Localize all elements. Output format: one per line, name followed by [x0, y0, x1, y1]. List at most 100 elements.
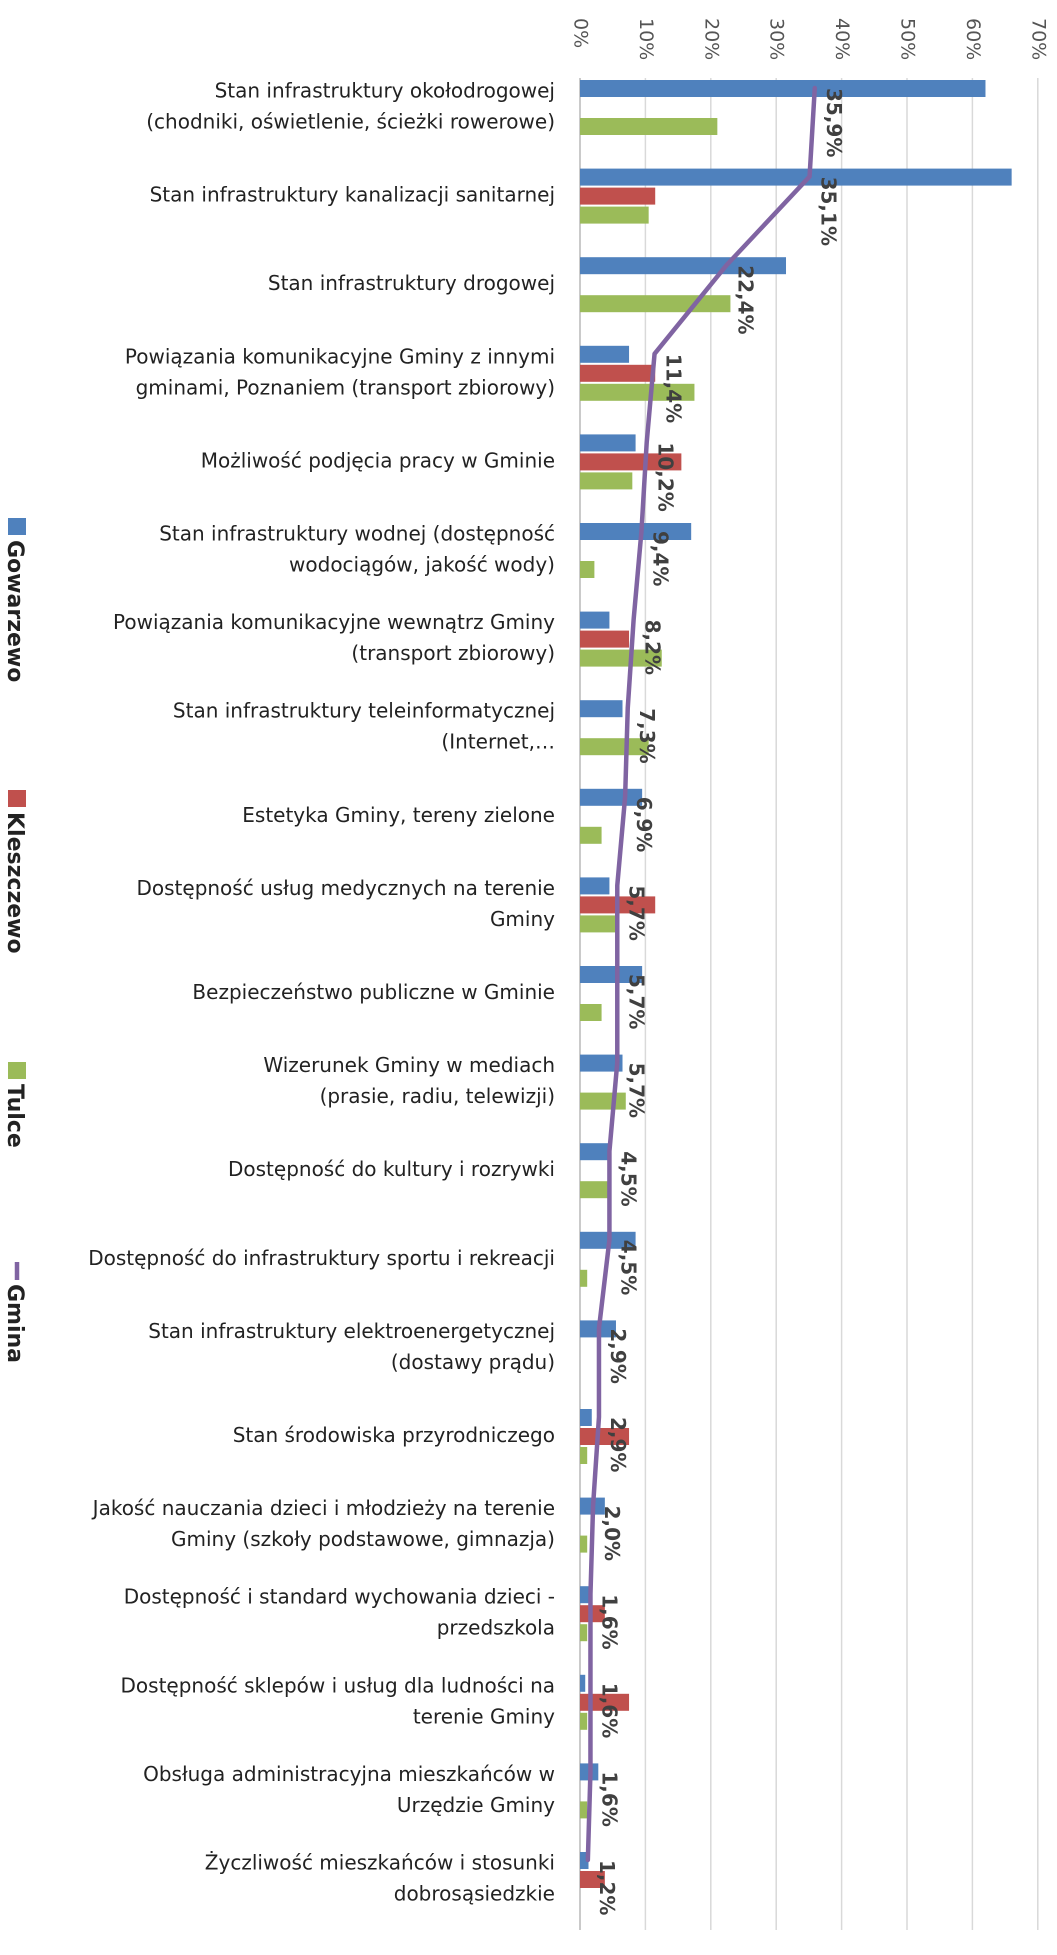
bar-tulce	[580, 118, 718, 135]
data-label-gmina: 22,4%	[733, 265, 757, 334]
category-label: Dostępność sklepów i usług dla ludności …	[121, 1673, 556, 1728]
bar-gowarzewo	[580, 523, 692, 540]
bar-gowarzewo	[580, 611, 610, 629]
bar-gowarzewo	[580, 345, 630, 363]
data-label-gmina: 4,5%	[616, 1240, 640, 1295]
data-label-gmina: 2,0%	[600, 1506, 624, 1561]
bar-gowarzewo	[580, 257, 787, 275]
category-label: Wizerunek Gminy w mediach (prasie, radiu,…	[263, 1053, 555, 1108]
category-label: Bezpieczeństwo publiczne w Gminie	[192, 980, 555, 1004]
data-label-gmina: 5,7%	[624, 974, 648, 1029]
category-label: Powiązania komunikacyjne wewnątrz Gminy(…	[113, 610, 555, 665]
x-tick-label: 0%	[570, 18, 592, 48]
legend-swatch-tulce	[8, 1062, 26, 1079]
data-label-gmina: 5,7%	[624, 885, 648, 940]
category-label: Stan infrastruktury okołodrogowej (chodni…	[146, 79, 555, 134]
category-label: Stan infrastruktury kanalizacji sanitarn…	[150, 183, 555, 207]
bar-gowarzewo	[580, 1054, 623, 1072]
data-label-gmina: 2,9%	[606, 1417, 630, 1472]
bar-gowarzewo	[580, 80, 986, 97]
data-label-gmina: 10,2%	[654, 442, 678, 511]
x-tick-label: 10%	[635, 18, 657, 60]
category-label: Jakość nauczania dzieci i młodzieży na t…	[91, 1496, 555, 1551]
bar-gowarzewo	[580, 700, 623, 718]
category-label: Dostępność i standard wychowania dzieci …	[124, 1585, 555, 1640]
data-label-gmina: 1,6%	[597, 1771, 621, 1826]
bar-tulce	[580, 472, 633, 490]
bar-kleszczewo	[580, 1871, 605, 1888]
category-label: Stan infrastruktury drogowej	[268, 271, 555, 295]
gmina-line	[585, 85, 818, 1863]
bar-tulce	[580, 1004, 602, 1021]
bar-kleszczewo	[580, 1428, 630, 1445]
category-label: Dostępność usług medycznych na terenie Gm…	[136, 876, 555, 931]
bar-gowarzewo	[580, 168, 1012, 186]
category-label: Stan środowiska przyrodniczego	[233, 1423, 555, 1447]
data-labels: 35,9% 35,1% 22,4% 11,4% 10,2% 9,4% 8,2% 7,3% 6,9…	[595, 88, 846, 1915]
legend-label-kleszczewo: Kleszczewo	[2, 812, 27, 954]
data-label-gmina: 1,6%	[597, 1594, 621, 1649]
data-label-gmina: 11,4%	[662, 354, 686, 423]
x-tick-label: 30%	[766, 18, 788, 60]
data-label-gmina: 2,9%	[606, 1328, 630, 1383]
bar-tulce	[580, 1447, 588, 1464]
data-label-gmina: 7,3%	[635, 708, 659, 763]
data-label-gmina: 9,4%	[648, 531, 672, 586]
legend-label-tulce: Tulce	[2, 1084, 27, 1148]
x-tick-label: 40%	[831, 18, 853, 60]
category-label: Dostępność do infrastruktury sportu i re…	[88, 1246, 555, 1270]
bar-kleszczewo	[580, 630, 630, 648]
category-label: Stan infrastruktury teleinformatycznej (I…	[173, 699, 555, 754]
data-label-gmina: 1,2%	[595, 1860, 619, 1915]
category-label: Stan infrastruktury elektroenergetycznej…	[148, 1319, 555, 1374]
bar-gowarzewo	[580, 1674, 586, 1692]
category-label: Powiązania komunikacyjne Gminy z innymi g…	[125, 344, 555, 399]
bar-gowarzewo	[580, 1852, 589, 1869]
legend-label-gmina: Gmina	[2, 1284, 27, 1363]
bar-tulce	[580, 383, 695, 401]
data-label-gmina: 1,6%	[597, 1683, 621, 1738]
legend-swatch-gowarzewo	[8, 518, 26, 535]
category-label: Estetyka Gminy, tereny zielone	[242, 803, 555, 827]
bar-tulce	[580, 206, 649, 224]
category-label: Dostępność do kultury i rozrywki	[228, 1157, 555, 1181]
legend-swatch-kleszczewo	[8, 790, 26, 807]
bar-gowarzewo	[580, 1143, 610, 1161]
bar-tulce	[580, 561, 595, 578]
bar-tulce	[580, 1269, 588, 1287]
bar-tulce	[580, 826, 602, 844]
category-label: Stan infrastruktury wodnej (dostępność wo…	[159, 522, 555, 577]
data-label-gmina: 5,7%	[624, 1063, 648, 1118]
category-labels: Stan infrastruktury okołodrogowej (chodni…	[88, 79, 555, 1906]
data-label-gmina: 8,2%	[641, 620, 665, 675]
x-tick-label: 50%	[897, 18, 919, 60]
x-tick-label: 70%	[1027, 18, 1049, 60]
bars	[580, 80, 1012, 1888]
bar-tulce	[580, 738, 649, 756]
data-label-gmina: 35,1%	[817, 177, 841, 246]
legend-label-gowarzewo: Gowarzewo	[2, 540, 27, 682]
x-axis-ticks: 0% 10% 20% 30% 40% 50% 60% 70%	[570, 18, 1050, 60]
bar-gowarzewo	[580, 877, 610, 895]
bar-tulce	[580, 1801, 588, 1819]
data-label-gmina: 35,9%	[822, 88, 846, 157]
category-label: Obsługa administracyjna mieszkańców w Urz…	[143, 1762, 555, 1817]
x-tick-label: 20%	[700, 18, 722, 60]
bar-tulce	[580, 915, 616, 933]
bar-gowarzewo	[580, 966, 643, 983]
legend: Gowarzewo Kleszczewo Tulce Gmina	[2, 518, 27, 1363]
bar-kleszczewo	[580, 453, 682, 471]
category-label: Życzliwość mieszkańców i stosunki dobrosą…	[205, 1851, 555, 1906]
bar-gowarzewo	[580, 434, 636, 452]
bar-kleszczewo	[580, 187, 656, 205]
bar-tulce	[580, 1092, 626, 1110]
category-label: Możliwość podjęcia pracy w Gminie	[201, 448, 555, 472]
data-label-gmina: 4,5%	[616, 1151, 640, 1206]
data-label-gmina: 6,9%	[632, 797, 656, 852]
bar-tulce	[580, 295, 731, 313]
bar-tulce	[580, 1181, 610, 1199]
bar-gowarzewo	[580, 1586, 589, 1604]
bar-tulce	[580, 1712, 588, 1730]
bar-kleszczewo	[580, 364, 656, 382]
